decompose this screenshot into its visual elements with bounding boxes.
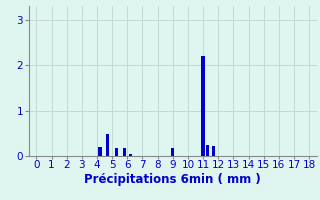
Bar [129,154,132,156]
Bar [171,148,174,156]
Bar [206,145,209,156]
X-axis label: Précipitations 6min ( mm ): Précipitations 6min ( mm ) [84,173,261,186]
Bar [202,56,205,156]
Bar [123,148,126,156]
Bar [212,146,215,156]
Bar [106,134,109,156]
Bar [98,147,102,156]
Bar [115,148,118,156]
